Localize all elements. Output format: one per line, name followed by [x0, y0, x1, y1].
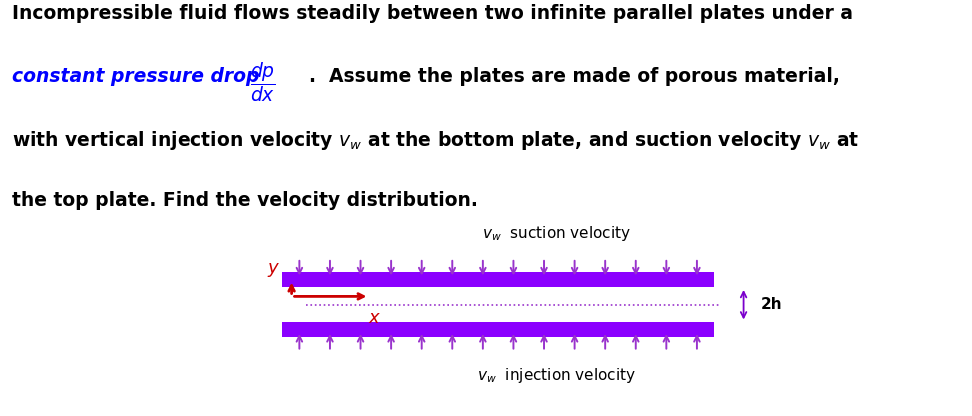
- Text: with vertical injection velocity $v_w$ at the bottom plate, and suction velocity: with vertical injection velocity $v_w$ a…: [12, 129, 859, 152]
- Text: the top plate. Find the velocity distribution.: the top plate. Find the velocity distrib…: [12, 191, 477, 210]
- Text: 2h: 2h: [761, 297, 782, 312]
- Text: $x$: $x$: [367, 309, 381, 327]
- Text: constant pressure drop: constant pressure drop: [12, 67, 260, 86]
- Text: $y$: $y$: [267, 261, 281, 279]
- Text: $v_w$  suction velocity: $v_w$ suction velocity: [482, 224, 631, 243]
- Bar: [282, 272, 714, 287]
- Text: $v_w$  injection velocity: $v_w$ injection velocity: [477, 366, 636, 385]
- Text: Incompressible fluid flows steadily between two infinite parallel plates under a: Incompressible fluid flows steadily betw…: [12, 4, 852, 23]
- Text: $\dfrac{dp}{dx}$: $\dfrac{dp}{dx}$: [250, 60, 276, 104]
- Bar: [282, 322, 714, 337]
- Text: .  Assume the plates are made of porous material,: . Assume the plates are made of porous m…: [309, 67, 840, 86]
